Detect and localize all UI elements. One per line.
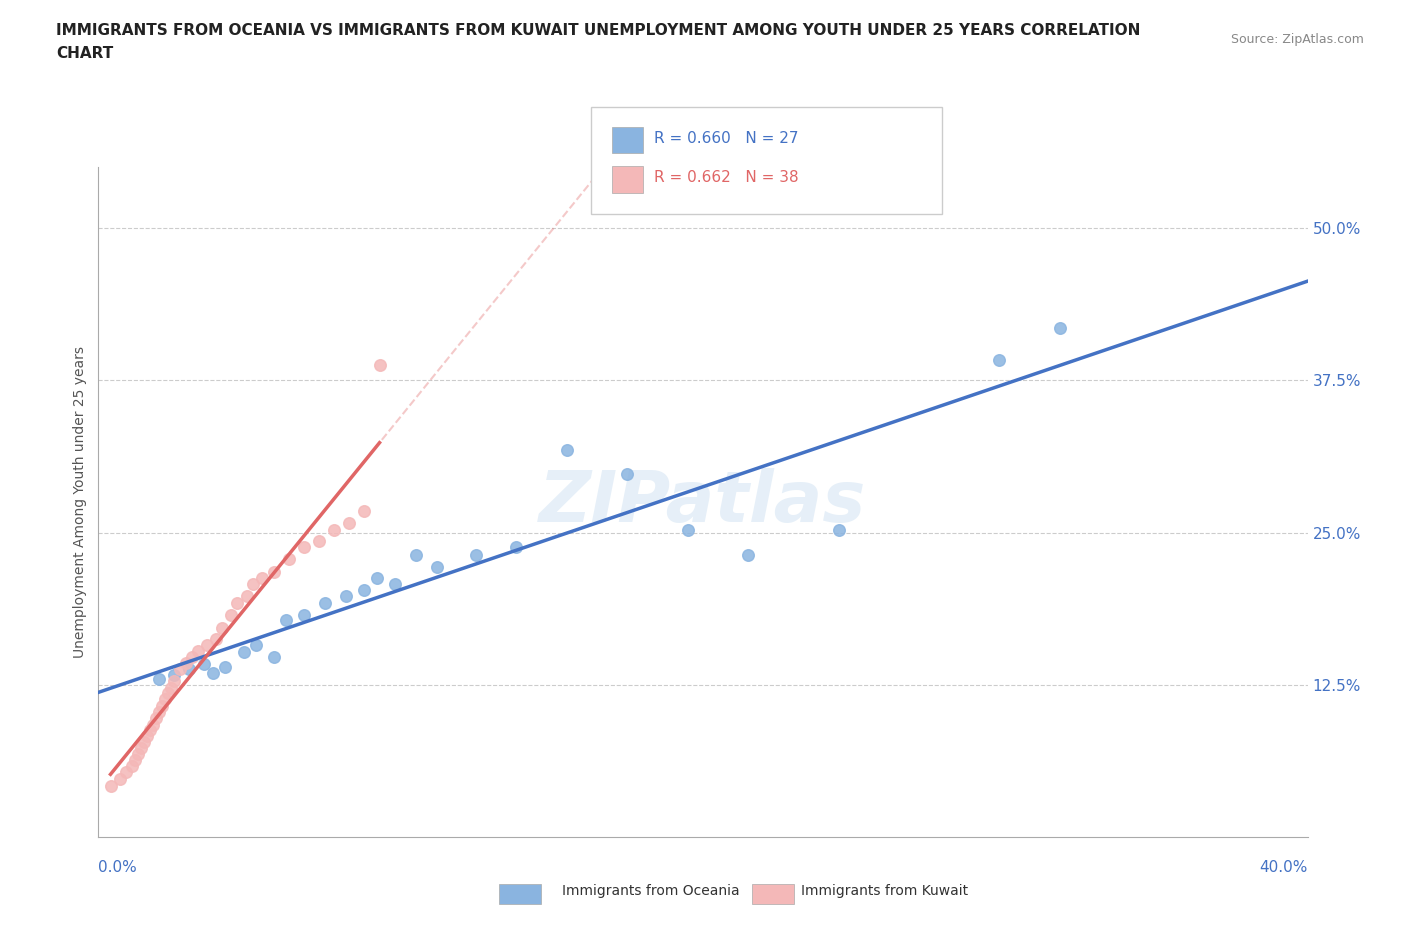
Point	[221, 608, 243, 623]
Point	[148, 704, 170, 719]
Point	[263, 649, 285, 664]
Point	[737, 547, 759, 562]
Text: Immigrants from Oceania: Immigrants from Oceania	[562, 884, 740, 898]
Point	[142, 718, 165, 733]
Point	[292, 539, 315, 554]
Point	[263, 565, 285, 579]
Point	[132, 735, 155, 750]
Text: R = 0.662   N = 38: R = 0.662 N = 38	[654, 170, 799, 185]
Point	[205, 631, 228, 646]
Point	[139, 723, 162, 737]
Text: CHART: CHART	[56, 46, 114, 61]
Point	[292, 608, 315, 623]
Text: 40.0%: 40.0%	[1260, 860, 1308, 875]
Point	[135, 728, 157, 743]
Point	[353, 503, 375, 518]
Point	[193, 657, 215, 671]
Point	[211, 620, 233, 635]
Point	[163, 668, 186, 683]
Point	[308, 534, 330, 549]
Point	[114, 765, 136, 780]
Point	[226, 596, 249, 611]
Point	[1049, 321, 1071, 336]
Point	[988, 352, 1011, 367]
Text: IMMIGRANTS FROM OCEANIA VS IMMIGRANTS FROM KUWAIT UNEMPLOYMENT AMONG YOUTH UNDER: IMMIGRANTS FROM OCEANIA VS IMMIGRANTS FR…	[56, 23, 1140, 38]
Text: 0.0%: 0.0%	[98, 860, 138, 875]
Point	[616, 467, 638, 482]
Point	[465, 547, 488, 562]
Point	[153, 692, 176, 707]
Point	[163, 673, 186, 688]
Point	[366, 570, 388, 585]
Point	[174, 656, 197, 671]
Point	[337, 515, 360, 530]
Text: ZIPatlas: ZIPatlas	[540, 468, 866, 537]
Point	[250, 570, 273, 585]
Point	[274, 613, 297, 628]
Y-axis label: Unemployment Among Youth under 25 years: Unemployment Among Youth under 25 years	[73, 346, 87, 658]
Point	[179, 661, 201, 676]
Point	[245, 637, 267, 652]
Point	[100, 778, 122, 793]
Point	[108, 771, 131, 786]
Point	[235, 589, 257, 604]
Point	[242, 577, 264, 591]
Point	[202, 665, 225, 680]
Point	[127, 747, 149, 762]
Point	[150, 698, 173, 713]
Text: Source: ZipAtlas.com: Source: ZipAtlas.com	[1230, 33, 1364, 46]
Point	[195, 637, 218, 652]
Point	[145, 711, 167, 725]
Point	[555, 443, 578, 458]
Point	[676, 523, 699, 538]
Point	[181, 649, 204, 664]
Point	[121, 759, 143, 774]
Point	[232, 644, 254, 659]
Point	[160, 681, 183, 696]
Point	[129, 740, 152, 755]
Point	[169, 661, 191, 676]
Point	[187, 644, 209, 658]
Point	[368, 357, 391, 372]
Point	[405, 547, 427, 562]
Point	[124, 753, 146, 768]
Point	[314, 596, 336, 611]
Point	[384, 577, 406, 591]
Point	[353, 582, 375, 597]
Point	[277, 552, 299, 567]
Point	[323, 523, 346, 538]
Point	[214, 659, 236, 674]
Text: R = 0.660   N = 27: R = 0.660 N = 27	[654, 131, 799, 146]
Point	[156, 686, 179, 701]
Point	[828, 523, 851, 538]
Point	[335, 589, 357, 604]
Point	[426, 559, 449, 574]
Point	[148, 671, 170, 686]
Text: Immigrants from Kuwait: Immigrants from Kuwait	[801, 884, 969, 898]
Point	[505, 539, 527, 554]
